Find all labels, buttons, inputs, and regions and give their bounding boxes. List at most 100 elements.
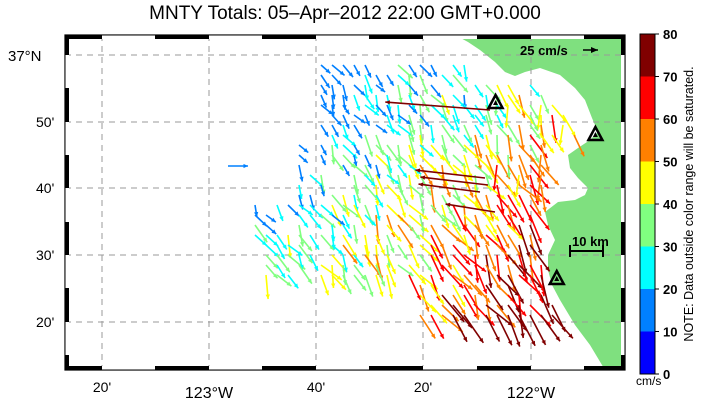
current-vector (518, 244, 528, 274)
colorbar-tick: 40 (663, 197, 677, 212)
current-vector-head (427, 266, 432, 272)
current-vector-head (425, 107, 430, 113)
current-vector-head (485, 297, 491, 303)
current-vector (445, 203, 496, 213)
current-vector-head (408, 92, 413, 98)
current-vector-head (535, 195, 541, 201)
current-vector-head (534, 200, 540, 205)
current-vector-head (322, 89, 328, 95)
current-vector-head (433, 256, 439, 262)
current-vector-head (462, 147, 467, 153)
current-vector (415, 169, 486, 179)
current-vector-head (535, 133, 541, 139)
current-vector-head (432, 71, 437, 77)
current-vector-head (397, 119, 402, 124)
current-vector (518, 314, 536, 347)
current-vector-head (365, 120, 370, 126)
current-vector-head (380, 87, 386, 92)
current-vector-head (445, 109, 450, 115)
current-vector-head (481, 267, 487, 272)
colorbar-tick: 0 (663, 367, 670, 382)
current-vector-head (316, 223, 322, 229)
current-vector (485, 314, 501, 342)
current-vector-head (549, 318, 554, 324)
current-vector-head (421, 279, 426, 285)
current-vector-head (411, 129, 416, 135)
current-vector-head (469, 142, 474, 148)
current-vector-head (463, 87, 468, 93)
current-vector (551, 314, 574, 339)
current-vector-head (345, 223, 350, 229)
current-vector-head (488, 119, 493, 125)
current-vector-head (358, 262, 364, 268)
current-vector-head (537, 283, 543, 289)
current-vector-head (481, 115, 486, 121)
current-vector-head (425, 306, 430, 312)
current-vector-head (475, 315, 480, 320)
current-vector-head (403, 200, 408, 206)
current-vector-head (554, 180, 559, 185)
current-vector-head (439, 333, 444, 339)
current-vector-head (344, 109, 350, 115)
current-vector-head (331, 283, 336, 289)
lon-label-40: 40' (307, 379, 325, 395)
current-vector-head (391, 282, 396, 288)
lat-label-40: 40' (36, 180, 54, 196)
current-vector-head (448, 82, 454, 87)
current-vector (507, 294, 527, 317)
current-vector (529, 224, 543, 255)
current-vector-head (388, 293, 394, 299)
current-vector-head (439, 276, 444, 282)
colorbar-swatch (640, 119, 655, 162)
current-vector-head (307, 278, 312, 284)
current-vector-head (430, 333, 436, 339)
current-vector-head (386, 155, 392, 161)
current-vector-head (356, 105, 361, 111)
current-vector (474, 264, 488, 294)
current-vector-head (488, 283, 493, 288)
current-vector-head (402, 172, 407, 178)
current-vector-head (495, 336, 500, 342)
current-vector-head (314, 244, 320, 250)
current-vector-head (504, 122, 509, 128)
current-vector-head (516, 202, 521, 208)
current-vector-head (423, 88, 428, 94)
current-vector-head (360, 90, 366, 96)
current-vector-head (297, 251, 303, 256)
current-vector-head (537, 249, 542, 255)
current-vector-head (427, 72, 433, 77)
current-vector-head (367, 72, 372, 78)
current-vector-head (369, 177, 374, 183)
current-vector (551, 114, 557, 143)
current-vector (540, 314, 561, 342)
current-vector (507, 304, 528, 332)
current-vector-head (532, 255, 537, 261)
current-vector-head (415, 168, 421, 173)
current-vector-head (357, 133, 363, 139)
current-vector (507, 284, 520, 313)
current-vector-head (479, 337, 484, 343)
current-vector-head (355, 70, 360, 76)
current-vector-head (492, 266, 497, 272)
current-vector-head (451, 221, 457, 227)
current-vector-head (381, 111, 387, 117)
current-vector (518, 194, 533, 223)
current-vector-head (265, 294, 270, 300)
map-title: MNTY Totals: 05–Apr–2012 22:00 GMT+0.000 (149, 3, 541, 24)
current-vector-head (442, 318, 447, 324)
current-vector-head (406, 119, 412, 125)
current-vector-head (423, 215, 428, 220)
current-vector-head (495, 151, 500, 157)
scale-vector: 25 cm/s (520, 43, 598, 58)
saturation-note: NOTE: Data outside color range will be s… (682, 66, 696, 341)
current-vector-head (488, 129, 493, 135)
current-vector-head (299, 241, 305, 247)
current-vector-head (516, 251, 522, 257)
current-vector-head (386, 262, 392, 268)
current-vector (537, 154, 542, 183)
current-vector-head (345, 211, 350, 217)
current-vector (529, 214, 543, 244)
current-vector-head (356, 198, 361, 204)
current-vector-head (320, 191, 326, 197)
current-vector-head (420, 151, 425, 157)
